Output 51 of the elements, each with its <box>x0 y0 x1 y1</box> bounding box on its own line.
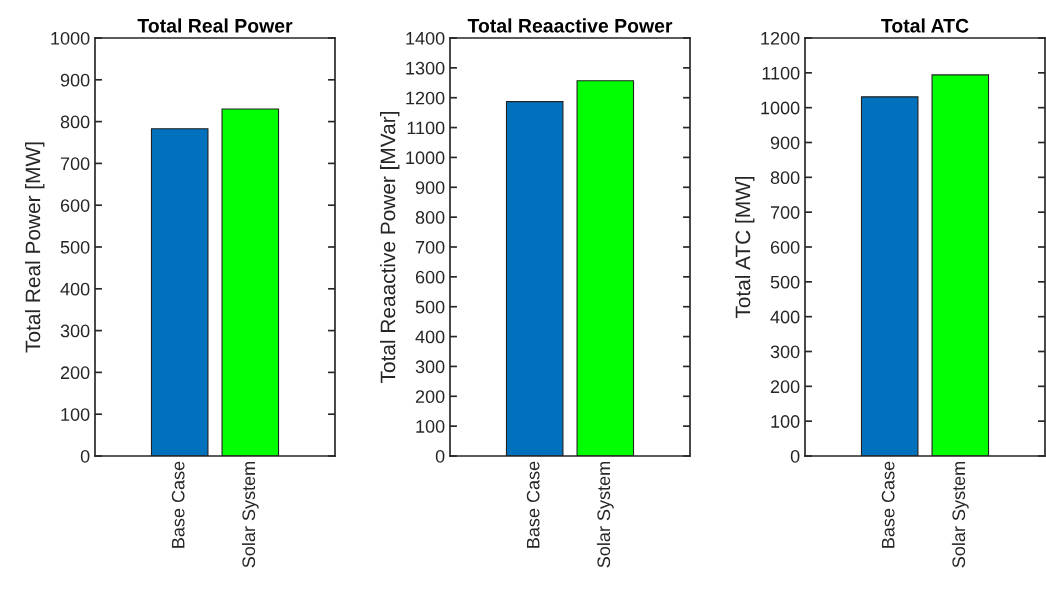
y-tick-label: 400 <box>60 282 90 296</box>
y-tick-label: 600 <box>415 270 445 284</box>
y-tick-label: 1200 <box>761 31 800 45</box>
y-tick-label: 200 <box>770 380 800 394</box>
chart-title: Total ATC <box>881 18 969 33</box>
y-tick-label: 800 <box>60 115 90 129</box>
y-tick-label: 300 <box>60 324 90 338</box>
y-tick-label: 600 <box>60 199 90 212</box>
y-tick-label: 500 <box>60 240 90 254</box>
y-tick-label: 900 <box>415 181 445 195</box>
y-tick-label: 700 <box>415 240 445 254</box>
y-tick-label: 1000 <box>761 101 800 115</box>
x-tick-label: Solar System <box>951 462 969 568</box>
y-tick-label: 800 <box>770 171 800 185</box>
y-tick-label: 300 <box>770 345 800 359</box>
y-tick-label: 700 <box>60 157 90 171</box>
y-tick-label: 1100 <box>762 66 800 80</box>
y-tick-label: 200 <box>415 390 445 404</box>
y-tick-label: 500 <box>770 275 800 289</box>
y-tick-label: 600 <box>770 240 800 254</box>
y-tick-label: 700 <box>770 206 800 219</box>
y-tick-label: 200 <box>60 366 90 380</box>
y-tick-label: 1100 <box>407 121 445 135</box>
y-tick-label: 800 <box>415 211 445 224</box>
y-tick-label: 1300 <box>406 61 445 75</box>
y-tick-label: 500 <box>415 300 445 314</box>
chart-title: Total Reaactive Power <box>467 18 673 33</box>
y-axis-title: Total ATC [MW] <box>735 176 755 319</box>
chart-title: Total Real Power <box>137 18 293 33</box>
y-tick-label: 1400 <box>406 31 445 45</box>
y-tick-label: 1000 <box>51 31 90 45</box>
y-tick-label: 400 <box>770 310 800 324</box>
y-tick-label: 900 <box>770 136 800 150</box>
y-tick-label: 400 <box>415 330 445 344</box>
y-tick-label: 0 <box>790 449 800 463</box>
y-tick-label: 1000 <box>406 151 445 165</box>
y-tick-label: 100 <box>771 415 800 428</box>
y-tick-label: 100 <box>416 420 445 433</box>
y-tick-label: 300 <box>415 360 445 374</box>
y-axis-title: Total Reaactive Power [MVar] <box>380 112 400 383</box>
x-tick-label: Solar System <box>241 462 259 568</box>
x-tick-label: Base Case <box>171 461 185 548</box>
y-tick-label: 100 <box>61 408 90 421</box>
x-tick-label: Base Case <box>526 461 540 548</box>
y-axis-title: Total Real Power [MW] <box>25 142 45 353</box>
x-tick-label: Base Case <box>881 461 895 548</box>
y-tick-label: 900 <box>60 73 90 87</box>
y-tick-label: 0 <box>435 449 445 463</box>
y-tick-label: 0 <box>80 449 90 463</box>
x-tick-label: Solar System <box>596 462 614 568</box>
y-tick-label: 1200 <box>406 91 445 105</box>
